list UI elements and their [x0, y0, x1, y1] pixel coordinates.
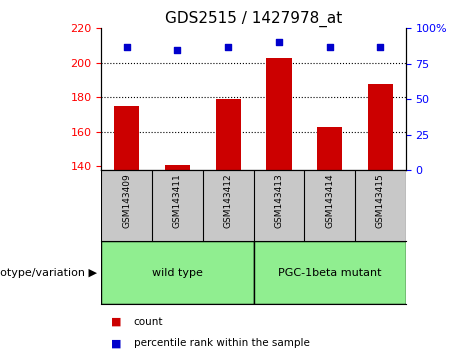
Text: GSM143415: GSM143415 — [376, 173, 385, 228]
Text: GSM143413: GSM143413 — [274, 173, 284, 228]
Text: percentile rank within the sample: percentile rank within the sample — [134, 338, 310, 348]
Bar — [165, 165, 190, 170]
Point — [174, 47, 181, 52]
Bar — [254, 241, 406, 304]
Point — [326, 44, 333, 50]
Point — [275, 40, 283, 45]
Text: GSM143412: GSM143412 — [224, 173, 233, 228]
Text: ■: ■ — [111, 317, 121, 327]
Bar — [114, 106, 140, 170]
Point — [225, 44, 232, 50]
Bar — [266, 58, 291, 170]
Bar — [216, 99, 241, 170]
Text: genotype/variation ▶: genotype/variation ▶ — [0, 268, 97, 278]
Text: wild type: wild type — [152, 268, 203, 278]
Bar — [368, 84, 393, 170]
Text: GSM143414: GSM143414 — [325, 173, 334, 228]
Point — [377, 44, 384, 50]
Text: ■: ■ — [111, 338, 121, 348]
Text: GSM143409: GSM143409 — [122, 173, 131, 228]
Text: count: count — [134, 317, 163, 327]
Title: GDS2515 / 1427978_at: GDS2515 / 1427978_at — [165, 11, 342, 27]
Bar — [101, 241, 254, 304]
Bar — [317, 127, 342, 170]
Text: GSM143411: GSM143411 — [173, 173, 182, 228]
Point — [123, 44, 130, 50]
Text: PGC-1beta mutant: PGC-1beta mutant — [278, 268, 381, 278]
